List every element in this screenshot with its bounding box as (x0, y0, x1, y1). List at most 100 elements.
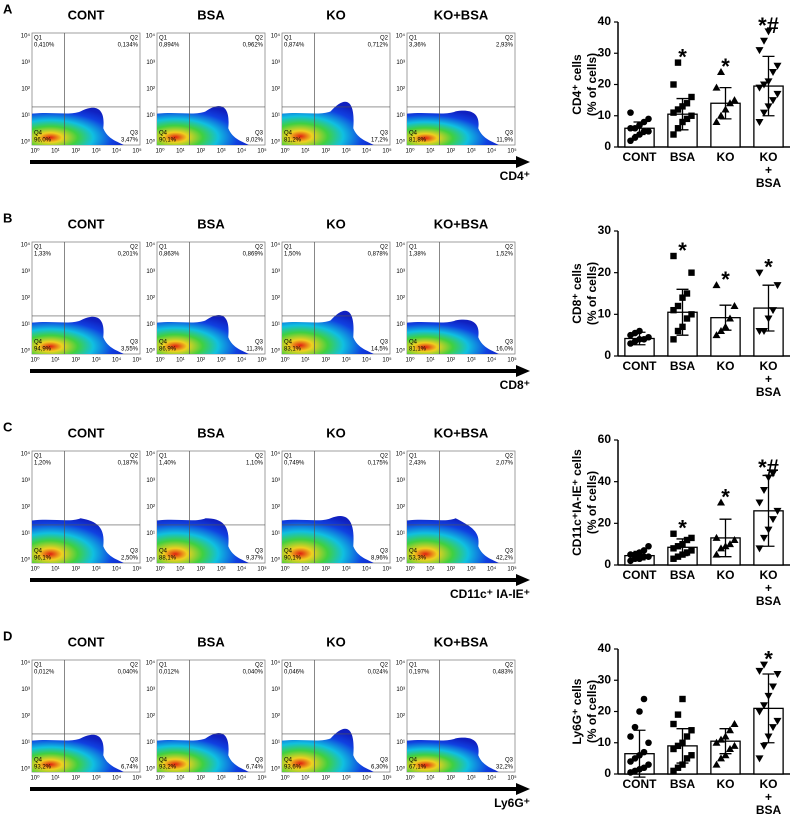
error-bar (633, 121, 646, 136)
quadrant-name: Q2 (255, 36, 264, 42)
plot-title: CONT (68, 216, 105, 231)
data-point (645, 128, 652, 135)
quadrant-value: 11,9% (496, 138, 513, 144)
x-log-tick: 10¹ (176, 567, 185, 573)
y-axis-label: CD11c⁺IA-IE⁺ cells (570, 449, 584, 556)
x-tick-label: KO (760, 777, 778, 791)
density-plot (157, 315, 249, 354)
y-tick-label: 0 (604, 557, 611, 571)
quadrant-name: Q1 (409, 663, 418, 669)
quadrant-value: 16,0% (496, 347, 514, 353)
data-point (755, 708, 764, 716)
plot-title: CONT (68, 425, 105, 440)
quadrant-value: 9,37% (246, 556, 264, 562)
quadrant-value: 81,2% (284, 138, 302, 144)
plot-title: CONT (68, 634, 105, 649)
panel-letter: B (3, 210, 12, 225)
y-axis-label: CD4⁺ cells (570, 54, 584, 115)
x-log-tick: 10⁵ (257, 775, 267, 782)
y-log-tick: 10⁰ (271, 766, 281, 773)
data-point (773, 90, 782, 98)
y-axis-label: (% of cells) (585, 471, 599, 534)
x-log-tick: 10⁴ (237, 566, 247, 573)
plot-title: KO+BSA (434, 216, 489, 231)
data-point (726, 540, 734, 548)
data-point (717, 111, 725, 119)
x-log-tick: 10⁴ (237, 148, 247, 155)
quadrant-value: 94,9% (34, 347, 52, 353)
x-log-tick: 10⁵ (257, 357, 267, 364)
data-point (769, 69, 777, 76)
data-point (640, 695, 648, 703)
y-tick-label: 20 (598, 77, 612, 91)
quadrant-value: 86,9% (159, 347, 177, 353)
y-log-tick: 10¹ (396, 531, 405, 537)
y-log-tick: 10¹ (21, 531, 30, 537)
data-point (712, 760, 721, 768)
x-log-tick: 10² (446, 776, 455, 782)
quadrant-name: Q4 (34, 131, 43, 137)
y-log-tick: 10² (396, 505, 405, 511)
data-point (760, 487, 768, 494)
data-point (769, 307, 777, 315)
y-log-tick: 10⁴ (396, 451, 406, 458)
y-tick-label: 40 (598, 14, 612, 28)
y-log-tick: 10¹ (21, 740, 30, 746)
x-tick-label: + (765, 581, 772, 595)
significance: * (678, 44, 687, 69)
data-point (717, 544, 725, 552)
x-log-tick: 10⁵ (132, 775, 142, 782)
axis-label: CD8⁺ (500, 378, 530, 392)
point-group (712, 68, 739, 125)
axis-label: Ly6G⁺ (494, 796, 530, 810)
data-point (755, 755, 764, 763)
y-log-tick: 10³ (21, 478, 30, 484)
error-bar (676, 288, 689, 336)
y-log-tick: 10⁰ (396, 348, 406, 355)
data-point (674, 742, 682, 750)
quadrant-name: Q4 (409, 549, 418, 555)
data-point (769, 683, 777, 691)
data-point (730, 741, 739, 749)
quadrant-value: 42,2% (496, 556, 514, 562)
data-point (645, 739, 652, 747)
data-point (645, 333, 652, 341)
x-log-tick: 10⁰ (280, 566, 290, 573)
quadrant-name: Q4 (34, 549, 43, 555)
plot-title: CONT (68, 7, 105, 22)
y-tick-label: 30 (598, 45, 612, 59)
data-point (755, 667, 764, 675)
error-bar (719, 304, 732, 331)
quadrant-value: 88,1% (159, 556, 177, 562)
quadrant-name: Q3 (505, 549, 514, 555)
quadrant-value: 8,02% (246, 138, 264, 144)
x-log-tick: 10³ (217, 358, 226, 364)
x-log-tick: 10³ (92, 567, 101, 573)
data-point (755, 499, 764, 507)
quadrant-value: 0,012% (34, 670, 55, 676)
quadrant-value: 0,012% (159, 670, 180, 676)
y-log-tick: 10⁰ (21, 139, 31, 146)
x-log-tick: 10⁵ (132, 148, 142, 155)
quadrant-name: Q3 (505, 758, 514, 764)
quadrant-name: Q3 (130, 131, 139, 137)
quadrant-value: 0,175% (368, 461, 389, 467)
data-point (683, 115, 691, 123)
y-log-tick: 10⁴ (271, 33, 281, 40)
error-bar (676, 728, 689, 764)
quadrant-value: 2,07% (496, 461, 514, 467)
axis-arrowhead (516, 574, 530, 586)
quadrant-value: 93,2% (34, 765, 52, 771)
density-plot (282, 310, 374, 354)
quadrant-name: Q1 (409, 245, 418, 251)
significance: * (678, 238, 687, 263)
x-log-tick: 10² (196, 567, 205, 573)
quadrant-value: 96,0% (34, 138, 52, 144)
density-plot (157, 518, 249, 563)
quadrant-name: Q1 (284, 245, 293, 251)
y-tick-label: 10 (598, 108, 612, 122)
x-log-tick: 10⁴ (112, 357, 122, 364)
data-point (670, 81, 677, 88)
density-plot (32, 518, 124, 563)
x-log-tick: 10³ (92, 776, 101, 782)
